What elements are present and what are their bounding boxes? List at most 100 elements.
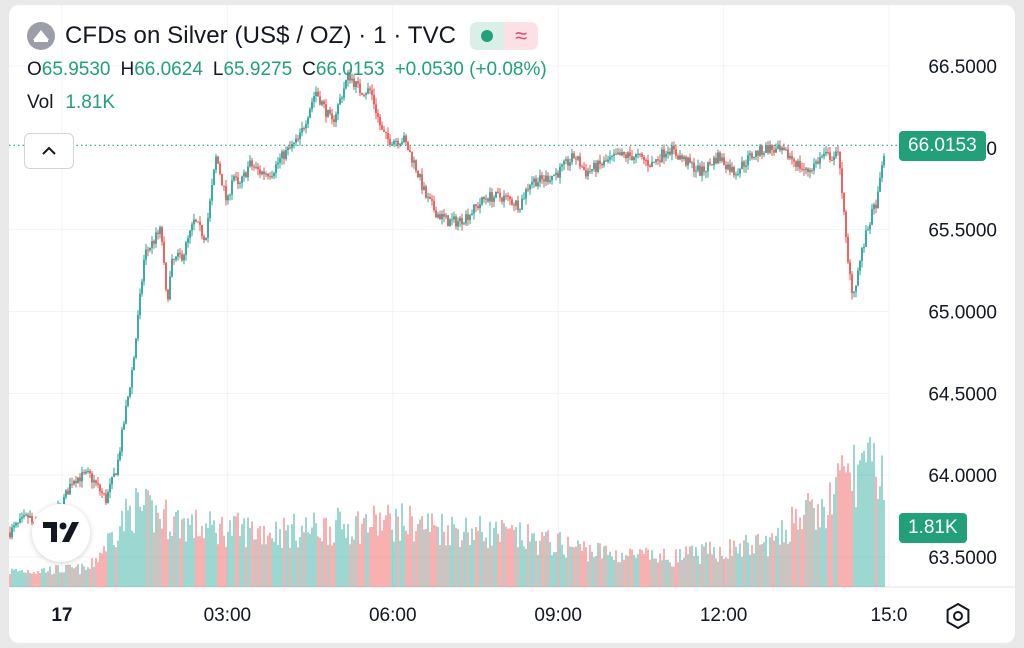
candle-body [385,131,387,133]
tradingview-logo[interactable] [32,504,90,562]
volume-bar [533,533,535,587]
volume-bar [873,442,875,587]
candle-body [689,157,691,163]
volume-bar [705,542,707,587]
volume-bar [591,551,593,587]
volume-bar [147,490,149,587]
volume-bar [543,535,545,587]
candle-body [771,145,773,151]
candle-body [85,471,87,474]
settings-hexagon-icon[interactable] [943,601,973,631]
candle-body [663,149,665,158]
collapse-legend-button[interactable] [24,133,74,169]
candle-body [261,171,263,175]
candle-body [105,493,107,504]
volume-bar [759,544,761,587]
volume-bar [601,558,603,587]
y-tick-label: 63.5000 [928,548,997,569]
volume-bar [93,566,95,587]
volume-bar [457,529,459,587]
candle-body [327,109,329,117]
candle-body [269,176,271,178]
volume-bar [11,568,13,587]
volume-bar [243,518,245,587]
volume-bar [603,546,605,587]
volume-bar [807,493,809,587]
candle-body [13,525,15,528]
volume-bar [865,462,867,587]
volume-bar [565,557,567,587]
volume-bar [71,567,73,587]
volume-bar [407,534,409,587]
volume-bar [21,570,23,587]
volume-bar [133,532,135,587]
candle-body [209,200,211,219]
volume-bar [851,490,853,587]
market-open-icon[interactable] [470,22,505,50]
volume-bar [467,532,469,587]
volume-bar [633,554,635,587]
volume-bar [843,466,845,587]
delayed-data-icon[interactable]: ≈ [504,22,539,50]
volume-bar [643,554,645,587]
candle-body [845,211,847,238]
volume-bar [735,546,737,587]
candle-body [551,175,553,181]
candle-body [453,216,455,220]
candle-body [371,90,373,95]
volume-bar [179,538,181,587]
candle-body [369,88,371,91]
volume-bar [709,541,711,587]
candle-body [255,166,257,168]
candle-body [795,161,797,167]
volume-bar [69,564,71,587]
volume-bar [747,542,749,587]
volume-bar [529,541,531,587]
volume-bar [605,545,607,587]
status-pill[interactable]: ≈ [470,22,539,50]
candle-body [387,132,389,140]
candle-body [343,88,345,98]
volume-bar [737,553,739,587]
volume-bar [433,524,435,587]
candle-body [331,113,333,120]
candle-body [647,160,649,166]
volume-bar [595,555,597,587]
volume-bar [227,531,229,587]
volume-bar [679,549,681,587]
candle-body [267,173,269,177]
volume-bar [207,527,209,587]
candle-body [667,151,669,154]
candle-body [807,168,809,173]
volume-bar [43,568,45,587]
volume-bar [23,572,25,587]
volume-bar [139,506,141,587]
candle-body [639,153,641,155]
candle-body [661,149,663,162]
candle-body [153,240,155,244]
candle-body [25,514,27,516]
candle-body [283,151,285,160]
ohlc-values: O 65.9530 H 66.0624 L 65.9275 C 66.0153 … [27,59,557,81]
volume-bar [313,512,315,587]
candle-body [783,147,785,151]
volume-bar [863,450,865,587]
candle-body [141,281,143,294]
candle-body [763,152,765,155]
chart-plot[interactable]: 66.500066.000065.500065.000064.500064.00… [9,5,1015,643]
volume-bar [421,516,423,587]
symbol-title[interactable]: CFDs on Silver (US$ / OZ) · 1 · TVC [65,22,457,49]
candle-body [721,157,723,161]
volume-bar [211,524,213,587]
volume-bar [877,499,879,587]
candle-body [577,156,579,160]
candle-body [163,241,165,263]
candle-body [821,156,823,158]
candle-body [547,175,549,183]
volume-bar [549,542,551,587]
candle-body [669,151,671,155]
volume-bar [59,572,61,587]
volume-bar [325,517,327,587]
candle-body [395,140,397,142]
candle-body [461,218,463,225]
